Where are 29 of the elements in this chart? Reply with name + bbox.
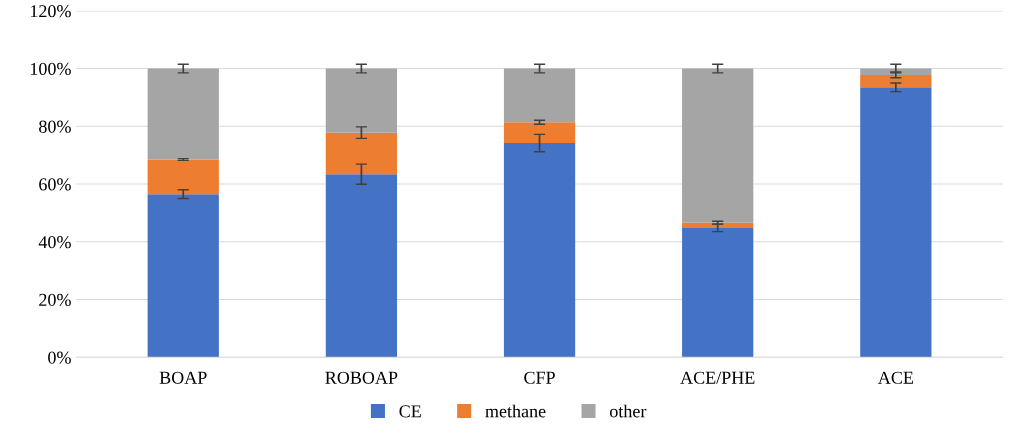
bar	[503, 122, 576, 144]
y-tick-label: 40%	[38, 236, 71, 249]
bar	[503, 143, 576, 358]
bar	[325, 68, 398, 133]
x-tick-label: ACE	[877, 371, 913, 384]
x-tick-label: ROBOAP	[325, 371, 398, 384]
y-tick-label: 120%	[30, 5, 71, 18]
legend-label: methane	[485, 404, 546, 418]
bar	[860, 87, 932, 358]
bar	[147, 194, 219, 358]
legend-label: other	[609, 404, 647, 418]
bar	[503, 68, 576, 123]
y-tick-label: 60%	[39, 178, 71, 191]
x-tick-label: CFP	[524, 371, 555, 384]
bar	[325, 174, 398, 358]
legend-label: CE	[399, 405, 421, 418]
bar	[325, 132, 398, 175]
bar	[147, 68, 219, 160]
y-tick-label: 80%	[39, 120, 71, 133]
bar	[682, 222, 754, 228]
y-tick-label: 20%	[39, 293, 71, 306]
y-tick-label: 0%	[48, 351, 71, 364]
x-tick-label: ACE/PHE	[680, 371, 755, 384]
y-tick-label: 100%	[30, 62, 71, 76]
bar	[147, 159, 219, 195]
bar	[682, 227, 754, 358]
bar	[682, 68, 754, 223]
x-tick-label: BOAP	[159, 371, 207, 384]
bar	[860, 74, 932, 88]
